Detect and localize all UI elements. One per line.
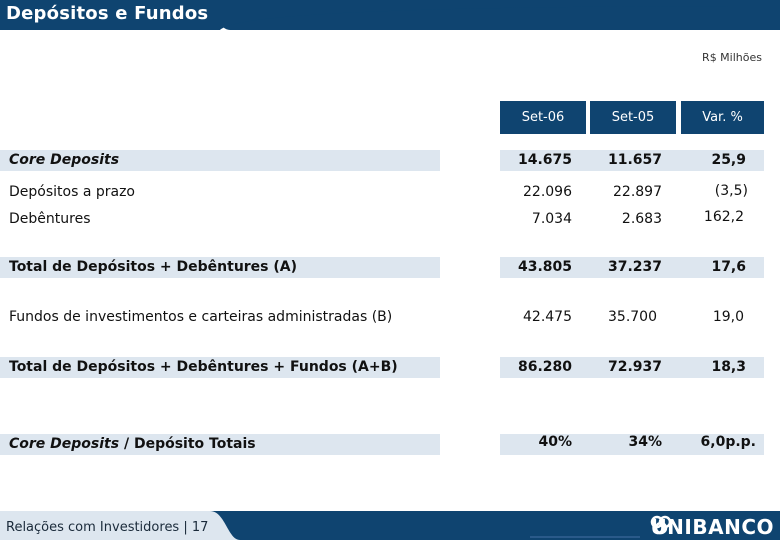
- cell-core-var: 25,9: [711, 152, 746, 168]
- cell-total-a-var: 17,6: [711, 259, 746, 275]
- row-shade-ratio-label: [0, 434, 440, 455]
- unibanco-logo-text: UNIBANCO: [650, 515, 774, 539]
- row-label-total-ab: Total de Depósitos + Debêntures + Fundos…: [9, 359, 398, 375]
- column-header-var: Var. %: [681, 101, 764, 134]
- cell-fundos-var: 19,0: [712, 309, 744, 325]
- row-shade-core-label: [0, 150, 440, 171]
- row-label-total-a: Total de Depósitos + Debêntures (A): [9, 259, 298, 275]
- row-label-core-ratio: Core Deposits / Depósito Totais: [9, 436, 256, 452]
- cell-prazo-set05: 22.897: [613, 184, 662, 200]
- cell-core-set05: 11.657: [607, 152, 662, 168]
- unit-label: R$ Milhões: [702, 51, 762, 64]
- unibanco-logo-icon: [651, 515, 672, 535]
- cell-prazo-var: (3,5): [714, 183, 748, 199]
- row-shade-core-values: [500, 150, 764, 171]
- cell-fundos-set05: 35.700: [608, 309, 657, 325]
- row-label-core-ratio-rest: / Depósito Totais: [119, 436, 256, 452]
- cell-debentures-set05: 2.683: [621, 211, 662, 227]
- cell-ratio-set05: 34%: [628, 434, 662, 450]
- column-header-set-06: Set-06: [500, 101, 586, 134]
- row-label-depositos-prazo: Depósitos a prazo: [9, 184, 135, 200]
- footer-accent-line: [530, 536, 640, 538]
- row-shade-total-ab-label: [0, 357, 440, 378]
- cell-debentures-var: 162,2: [703, 209, 744, 225]
- cell-ratio-var: 6,0p.p.: [700, 434, 756, 450]
- row-shade-total-a-label: [0, 257, 440, 278]
- row-label-fundos-b: Fundos de investimentos e carteiras admi…: [9, 309, 393, 325]
- cell-total-a-set06: 43.805: [517, 259, 572, 275]
- cell-fundos-set06: 42.475: [523, 309, 572, 325]
- page-title: Depósitos e Fundos: [6, 3, 209, 24]
- footer-shape: [0, 511, 780, 540]
- row-shade-total-a-values: [500, 257, 764, 278]
- cell-core-set06: 14.675: [517, 152, 572, 168]
- row-label-core-deposits: Core Deposits: [9, 152, 120, 168]
- row-label-core-ratio-italic: Core Deposits: [9, 436, 120, 452]
- title-bar-shape: [0, 0, 780, 30]
- cell-debentures-set06: 7.034: [531, 211, 572, 227]
- cell-total-ab-set06: 86.280: [517, 359, 572, 375]
- footer-bar: Relações com Investidores | 17 UNIBANCO: [0, 511, 780, 540]
- cell-total-a-set05: 37.237: [607, 259, 662, 275]
- footer-text: Relações com Investidores | 17: [6, 520, 209, 535]
- cell-total-ab-var: 18,3: [711, 359, 746, 375]
- row-label-debentures: Debêntures: [9, 211, 91, 227]
- cell-total-ab-set05: 72.937: [607, 359, 662, 375]
- unibanco-logo: UNIBANCO: [650, 515, 774, 539]
- cell-prazo-set06: 22.096: [523, 184, 572, 200]
- row-shade-total-ab-values: [500, 357, 764, 378]
- row-shade-ratio-values: [500, 434, 764, 455]
- column-header-set-05: Set-05: [590, 101, 676, 134]
- title-bar: Depósitos e Fundos: [0, 0, 780, 30]
- cell-ratio-set06: 40%: [538, 434, 572, 450]
